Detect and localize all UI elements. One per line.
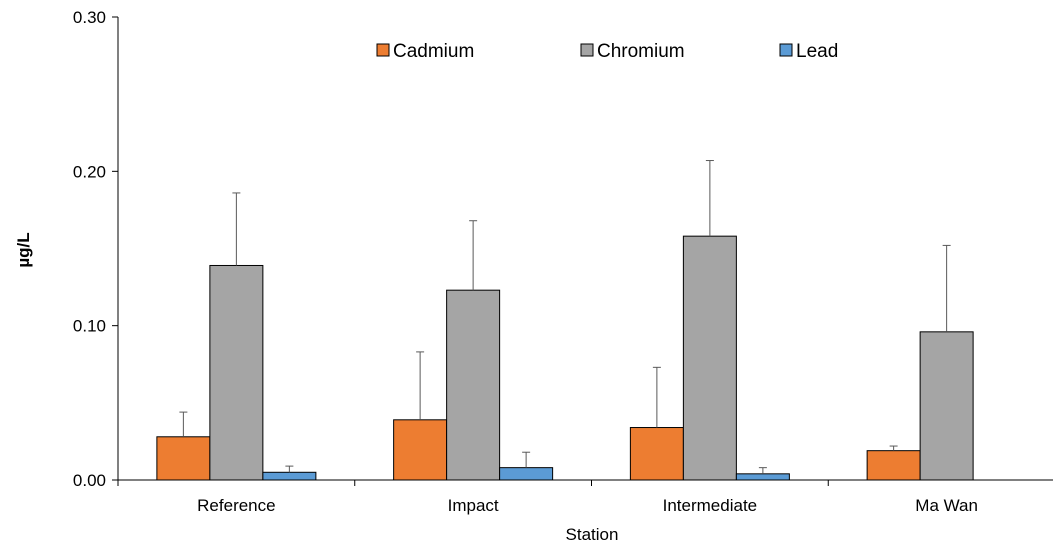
legend-label: Cadmium bbox=[393, 41, 474, 62]
bar bbox=[499, 467, 554, 481]
x-axis-title: Station bbox=[566, 525, 619, 544]
bar bbox=[682, 235, 737, 481]
x-tick-label: Ma Wan bbox=[915, 496, 978, 515]
x-tick-label: Impact bbox=[448, 496, 499, 515]
y-tick-label: 0.10 bbox=[73, 317, 106, 336]
y-tick-label: 0.20 bbox=[73, 162, 106, 181]
bar bbox=[156, 436, 211, 481]
bar bbox=[919, 331, 974, 481]
bar bbox=[393, 419, 448, 481]
x-tick-label: Intermediate bbox=[663, 496, 758, 515]
y-axis-title: µg/L bbox=[14, 232, 33, 267]
x-tick-label: Reference bbox=[197, 496, 275, 515]
bar bbox=[262, 471, 317, 481]
bar bbox=[446, 289, 501, 481]
bar bbox=[209, 264, 264, 481]
bar bbox=[629, 427, 684, 481]
bar bbox=[866, 450, 921, 481]
legend: Cadmium Chromium Lead bbox=[376, 41, 838, 62]
legend-label: Chromium bbox=[597, 41, 685, 62]
legend-label: Lead bbox=[796, 41, 838, 62]
legend-swatch bbox=[779, 43, 793, 57]
legend-swatch bbox=[580, 43, 594, 57]
legend-swatch bbox=[376, 43, 390, 57]
plot-area: 0.00 0.10 0.20 0.30 Reference Impact Intermedi… bbox=[73, 8, 1053, 515]
y-tick-label: 0.30 bbox=[73, 8, 106, 27]
bar bbox=[735, 473, 790, 481]
y-tick-label: 0.00 bbox=[73, 471, 106, 490]
